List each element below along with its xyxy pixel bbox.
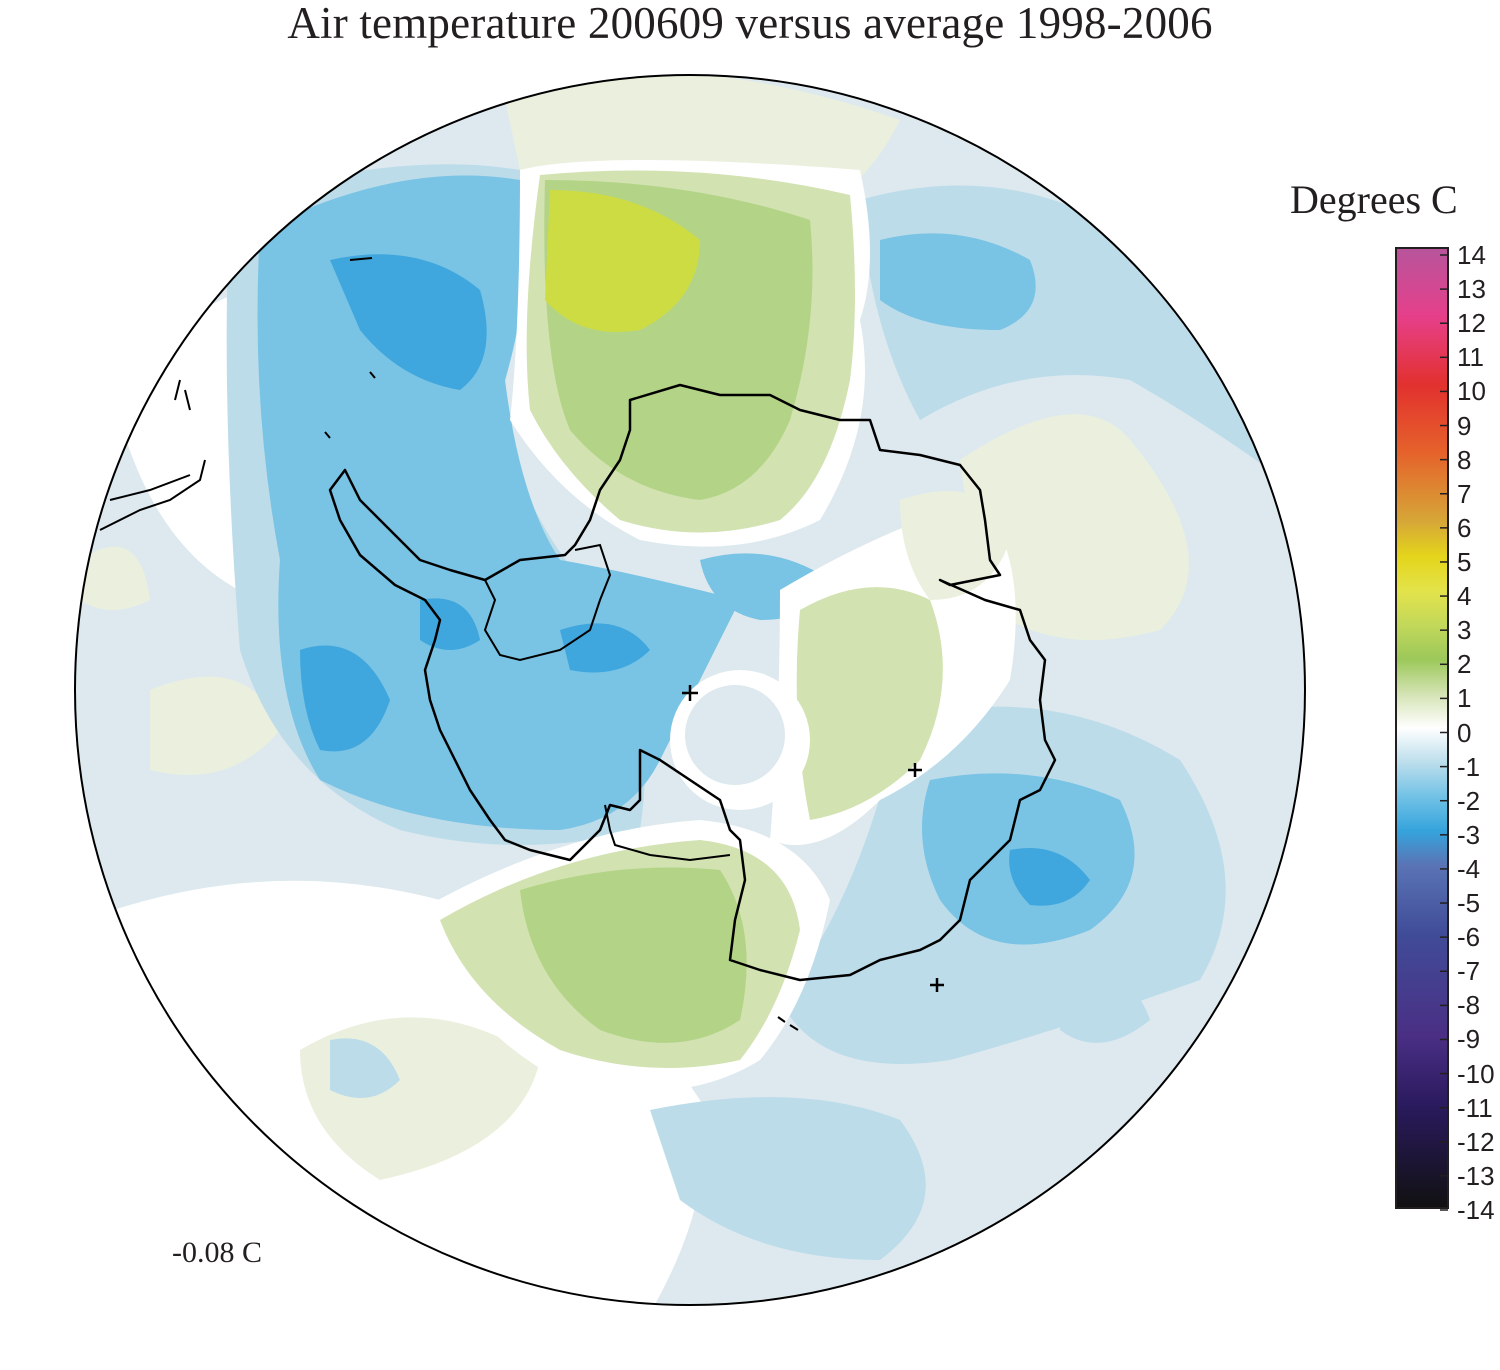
colorbar-tick-label: -8 (1457, 990, 1481, 1021)
colorbar-tick-label: 3 (1457, 615, 1472, 646)
colorbar (1395, 247, 1449, 1209)
colorbar-tick-label: 9 (1457, 410, 1472, 441)
pole-marker (682, 685, 698, 701)
colorbar-tick-label: 5 (1457, 546, 1472, 577)
colorbar-tick-label: -11 (1457, 1092, 1493, 1123)
chart-title: Air temperature 200609 versus average 19… (287, 0, 1213, 48)
colorbar-tick-label: 14 (1457, 240, 1486, 270)
colorbar-tick-label: 2 (1457, 649, 1472, 680)
colorbar-tick-label: -12 (1457, 1126, 1495, 1157)
colorbar-tick-label: -6 (1457, 922, 1481, 953)
colorbar-tick-label: -10 (1457, 1058, 1495, 1089)
colorbar-tick-label: -9 (1457, 1024, 1481, 1055)
colorbar-tick-label: -1 (1457, 751, 1481, 782)
colorbar-tick-label: 4 (1457, 581, 1472, 612)
colorbar-tick-label: 11 (1457, 342, 1484, 373)
colorbar-tick-label: -13 (1457, 1160, 1495, 1191)
colorbar-title: Degrees C (1290, 177, 1458, 222)
colorbar-tick-label: -4 (1457, 853, 1481, 884)
weddell-sea-shelf (483, 543, 612, 662)
station-marker (908, 763, 922, 777)
colorbar-tick-label: -5 (1457, 888, 1481, 919)
colorbar-tick-label: -2 (1457, 785, 1481, 816)
colorbar-tick-label: 12 (1457, 308, 1486, 339)
colorbar-tick-label: 13 (1457, 274, 1486, 305)
colorbar-tick-label: -3 (1457, 819, 1481, 850)
anomaly-field (75, 75, 1305, 1305)
south-america-coast (99, 379, 206, 531)
antarctica-coastline (328, 383, 1057, 982)
ross-sea-shelf (604, 804, 731, 862)
colorbar-tick-label: -7 (1457, 956, 1481, 987)
colorbar-tick-label: 10 (1457, 376, 1486, 407)
globe-boundary (74, 74, 1306, 1306)
colorbar-ticks (1440, 254, 1448, 1211)
station-marker (930, 978, 944, 992)
colorbar-tick-label: 1 (1457, 683, 1472, 714)
islands (324, 257, 799, 1031)
colorbar-tick-label: -14 (1457, 1195, 1495, 1225)
colorbar-tick-label: 8 (1457, 444, 1472, 475)
colorbar-tick-label: 6 (1457, 512, 1472, 543)
global-mean-label: -0.08 C (172, 1236, 262, 1269)
colorbar-tick-label: 7 (1457, 478, 1472, 509)
colorbar-tick-label: 0 (1457, 717, 1472, 748)
